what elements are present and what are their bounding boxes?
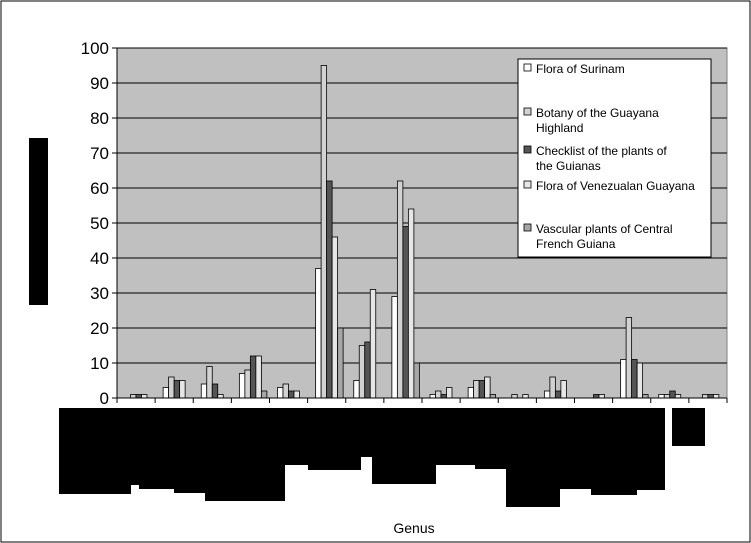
bar	[511, 394, 518, 399]
y-tick-label: 80	[90, 109, 109, 128]
bar	[429, 394, 436, 399]
bar	[407, 208, 415, 399]
bar	[543, 390, 551, 399]
bar	[141, 394, 148, 399]
bar	[413, 362, 420, 399]
bar	[478, 380, 486, 399]
bar	[554, 390, 562, 399]
bar	[489, 394, 497, 399]
bar	[484, 376, 491, 399]
bar	[260, 390, 268, 399]
bar	[636, 362, 644, 399]
bar	[238, 373, 246, 399]
y-tick-label: 70	[90, 144, 109, 163]
bar	[244, 369, 251, 399]
bar	[473, 380, 480, 399]
bar	[337, 327, 344, 399]
y-tick-label: 60	[90, 179, 109, 198]
bar	[669, 390, 676, 399]
bar	[135, 394, 142, 399]
bar	[625, 317, 633, 399]
bar	[249, 355, 257, 399]
bar	[560, 380, 567, 399]
y-tick-label: 100	[81, 39, 109, 58]
bar	[549, 376, 556, 399]
redacted-y-axis-title	[29, 138, 48, 305]
legend-swatch	[523, 223, 532, 232]
legend: Flora of Surinam Botany of the Guayana Hig…	[517, 58, 712, 258]
bar	[435, 390, 442, 399]
bar	[162, 387, 170, 399]
y-tick-label: 20	[90, 319, 109, 338]
bar	[631, 359, 638, 399]
y-tick-label: 30	[90, 284, 109, 303]
legend-label: Flora of Surinam	[536, 62, 625, 76]
bar	[642, 394, 649, 399]
redacted-x-tick-label-last	[672, 408, 705, 446]
bar	[206, 366, 213, 399]
bar	[293, 390, 300, 399]
x-axis-ticks	[116, 398, 728, 403]
bar	[707, 394, 714, 399]
bar	[369, 289, 377, 399]
bar	[402, 226, 409, 399]
y-axis-ticks: 0 10 20 30 40 50 60 70 80 90 100	[81, 39, 117, 408]
bar	[255, 355, 262, 399]
legend-swatch	[523, 107, 532, 116]
bar	[320, 65, 328, 399]
bar	[522, 394, 529, 399]
legend-label: Vascular plants of Central French Guiana	[536, 222, 673, 251]
y-tick-label: 50	[90, 214, 109, 233]
y-tick-label: 0	[100, 389, 109, 408]
bar	[211, 383, 219, 399]
legend-box	[517, 58, 712, 258]
bar	[288, 390, 295, 399]
legend-label: Botany of the Guayana Highland	[536, 106, 659, 135]
bar	[364, 341, 371, 399]
bar	[674, 394, 682, 399]
legend-swatch	[523, 145, 532, 154]
redacted-x-tick-labels	[59, 408, 665, 507]
x-axis-title: Genus	[393, 520, 434, 536]
bar	[277, 387, 284, 399]
legend-swatch	[523, 63, 532, 72]
bar	[326, 180, 333, 399]
bar	[663, 394, 671, 399]
bar	[467, 387, 475, 399]
bar	[658, 394, 665, 399]
bar	[440, 394, 447, 399]
bar	[130, 394, 137, 399]
bar	[353, 380, 360, 399]
bar	[179, 380, 186, 399]
legend-items: Flora of Surinam Botany of the Guayana Hig…	[523, 62, 695, 251]
bar	[396, 180, 404, 399]
bar	[200, 383, 208, 399]
bar	[217, 394, 224, 399]
bar	[593, 394, 600, 399]
bar	[701, 394, 709, 399]
bar	[620, 359, 627, 399]
bar	[168, 376, 175, 399]
bar	[331, 236, 339, 399]
legend-label: Checklist of the plants of the Guianas	[536, 144, 667, 173]
bar	[712, 394, 720, 399]
bar	[358, 345, 366, 399]
y-tick-label: 40	[90, 249, 109, 268]
y-tick-label: 10	[90, 354, 109, 373]
bar	[446, 387, 453, 399]
legend-label: Flora of Venezualan Guayana	[536, 179, 695, 193]
redaction-blocks	[29, 138, 705, 507]
bar	[391, 296, 398, 399]
bar	[315, 268, 322, 399]
y-tick-label: 90	[90, 74, 109, 93]
bar-marks	[130, 65, 720, 399]
bar	[598, 394, 605, 399]
bar	[173, 380, 181, 399]
bar	[282, 383, 289, 399]
legend-swatch	[523, 180, 532, 189]
